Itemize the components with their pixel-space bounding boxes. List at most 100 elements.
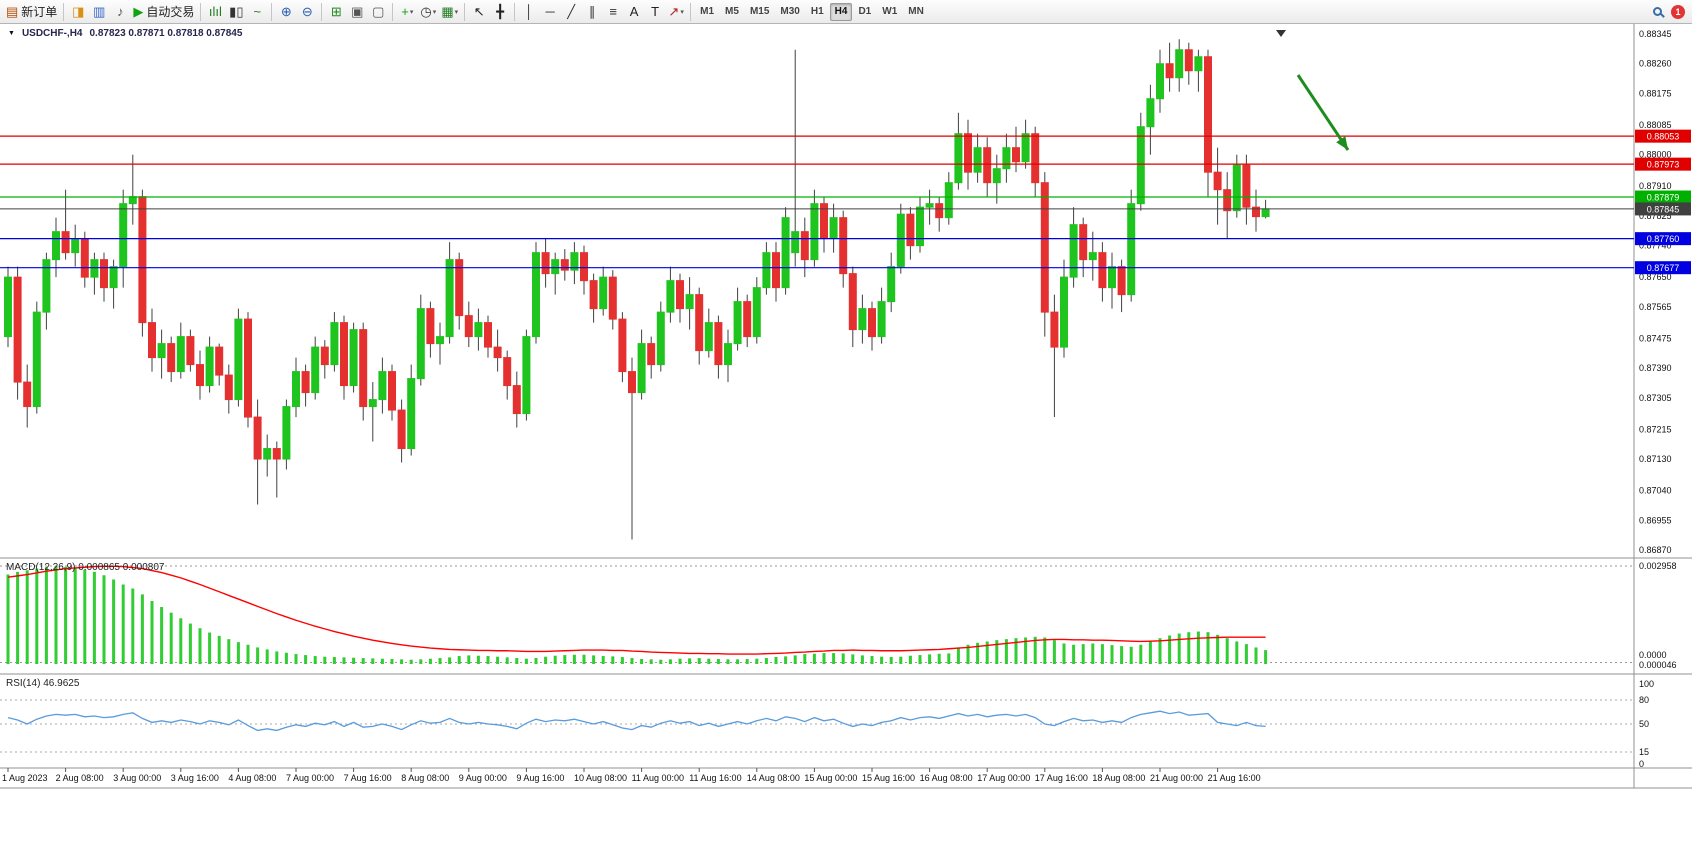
timeframe-m30-button-label: M30 (780, 6, 800, 17)
zoom-in-button[interactable]: ⊕ (276, 2, 296, 22)
candle-body (1031, 133, 1040, 184)
macd-axis-label: 0.002958 (1639, 561, 1677, 571)
timeframe-m5-button[interactable]: M5 (720, 3, 744, 21)
trend-arrow[interactable] (1296, 74, 1350, 151)
candle-body (1127, 203, 1136, 296)
notifications-badge[interactable]: 1 (1668, 2, 1688, 22)
chart-symbol-period: USDCHF-,H4 (21, 28, 83, 39)
candle-body (589, 280, 598, 310)
candle-body (167, 343, 176, 373)
candle-body (752, 287, 761, 338)
autotrading-button[interactable]: ▶ 自动交易 (131, 2, 196, 22)
cascade-windows-button[interactable]: ▣ (347, 2, 367, 22)
trendline-button[interactable]: ╱ (561, 2, 581, 22)
arrows-tool-button-dropdown-icon[interactable]: ▾ (680, 8, 684, 16)
candle-body (858, 308, 867, 331)
zoom-out-button[interactable]: ⊖ (297, 2, 317, 22)
arrows-tool-button[interactable]: ↗ ▾ (666, 2, 686, 22)
candle-body (608, 276, 617, 320)
text-label-button[interactable]: T (645, 2, 665, 22)
candle-body (52, 231, 60, 261)
line-chart-mode-button[interactable]: ~ (247, 2, 267, 22)
candle-body (848, 273, 857, 331)
toolbar-separator (464, 2, 466, 21)
bar-chart-mode-button[interactable]: ılıl (205, 2, 225, 22)
price-tick-label: 0.87475 (1639, 333, 1672, 343)
horizontal-line-button-icon: ─ (545, 4, 555, 19)
price-tick-label: 0.87215 (1639, 424, 1672, 434)
time-label: 3 Aug 00:00 (113, 773, 161, 783)
rsi-axis-label: 0 (1639, 759, 1644, 769)
cursor-button[interactable]: ↖ (469, 2, 489, 22)
search-button[interactable] (1647, 2, 1667, 22)
candle-body (1146, 98, 1155, 128)
trendline-button-icon: ╱ (567, 4, 576, 19)
chart-window[interactable]: 0.88345 0.88260 0.88175 0.88085 0.88000 0.879… (0, 24, 1692, 854)
new-order-button-icon: ▤ (6, 4, 19, 19)
timeframe-m5-button-label: M5 (725, 6, 739, 17)
timeframe-d1-button[interactable]: D1 (853, 3, 876, 21)
templates-button-dropdown-icon[interactable]: ▾ (454, 8, 459, 16)
horizontal-line-button[interactable]: ─ (540, 2, 560, 22)
autotrading-button-label: 自动交易 (146, 5, 195, 19)
price-level-label (1635, 157, 1691, 171)
periods-button[interactable]: ◷ ▾ (418, 2, 438, 22)
candle-body (868, 308, 876, 338)
timeframe-mn-button-label: MN (908, 6, 924, 17)
candle-body (628, 371, 636, 394)
timeframe-m1-button[interactable]: M1 (695, 3, 719, 21)
sound-alerts-button[interactable]: ♪ (110, 2, 130, 22)
time-label: 7 Aug 00:00 (286, 773, 334, 783)
timeframe-m30-button[interactable]: M30 (775, 3, 804, 21)
chart-canvas[interactable]: 0.883450.882600.881750.880850.880000.879… (0, 24, 1692, 854)
candlestick-mode-button[interactable]: ▮▯ (226, 2, 246, 22)
candle-body (378, 371, 387, 401)
timeframe-h4-button[interactable]: H4 (829, 2, 853, 21)
charts-profile-button[interactable]: ◨ (68, 2, 88, 22)
timeframe-m15-button[interactable]: M15 (745, 3, 774, 21)
collapse-triangle-icon[interactable]: ▼ (8, 30, 15, 37)
templates-button[interactable]: ▦ ▾ (439, 2, 460, 22)
candle-body (791, 231, 800, 254)
market-watch-button[interactable]: ▥ (89, 2, 109, 22)
price-level-value: 0.87677 (1647, 263, 1680, 273)
periods-button-dropdown-icon[interactable]: ▾ (432, 8, 437, 16)
periods-button-icon: ◷ (420, 4, 432, 19)
crosshair-button[interactable]: ╋ (490, 2, 510, 22)
candle-body (1156, 63, 1164, 100)
candle-body (436, 336, 444, 345)
indicators-button[interactable]: + ▾ (397, 2, 417, 22)
fibonacci-button[interactable]: ≡ (603, 2, 623, 22)
candle-body (368, 399, 377, 408)
time-label: 17 Aug 16:00 (1035, 773, 1088, 783)
arrange-windows-button[interactable]: ▢ (368, 2, 388, 22)
timeframe-m1-button-label: M1 (700, 6, 715, 17)
vertical-line-button[interactable]: │ (519, 2, 539, 22)
time-label: 9 Aug 00:00 (459, 773, 507, 783)
text-button[interactable]: A (624, 2, 644, 22)
timeframe-h1-button-label: H1 (810, 6, 824, 17)
candle-body (234, 318, 243, 401)
chart-header: ▼ USDCHF-,H4 0.87823 0.87871 0.87818 0.8… (8, 28, 242, 39)
equidistant-channel-button[interactable]: ∥ (582, 2, 602, 22)
rsi-axis-label: 80 (1639, 695, 1649, 705)
candle-body (964, 133, 972, 173)
timeframe-h1-button[interactable]: H1 (806, 3, 829, 21)
candle-body (580, 252, 588, 282)
candle-body (23, 381, 32, 408)
candle-body (762, 252, 771, 289)
price-tick-label: 0.88175 (1639, 88, 1672, 98)
tile-windows-button[interactable]: ⊞ (326, 2, 346, 22)
candle-body (484, 322, 492, 348)
price-tick-label: 0.88000 (1639, 150, 1672, 160)
new-order-button[interactable]: ▤ 新订单 (4, 2, 59, 22)
candle-body (416, 308, 425, 380)
timeframe-w1-button[interactable]: W1 (877, 3, 902, 21)
price-level-label (1635, 232, 1691, 246)
candle-body (541, 252, 550, 275)
indicators-button-dropdown-icon[interactable]: ▾ (409, 8, 414, 16)
candle-body (4, 276, 12, 338)
timeframe-mn-button[interactable]: MN (903, 3, 929, 21)
time-label: 21 Aug 16:00 (1208, 773, 1261, 783)
chart-shift-marker-icon[interactable] (1276, 30, 1286, 37)
